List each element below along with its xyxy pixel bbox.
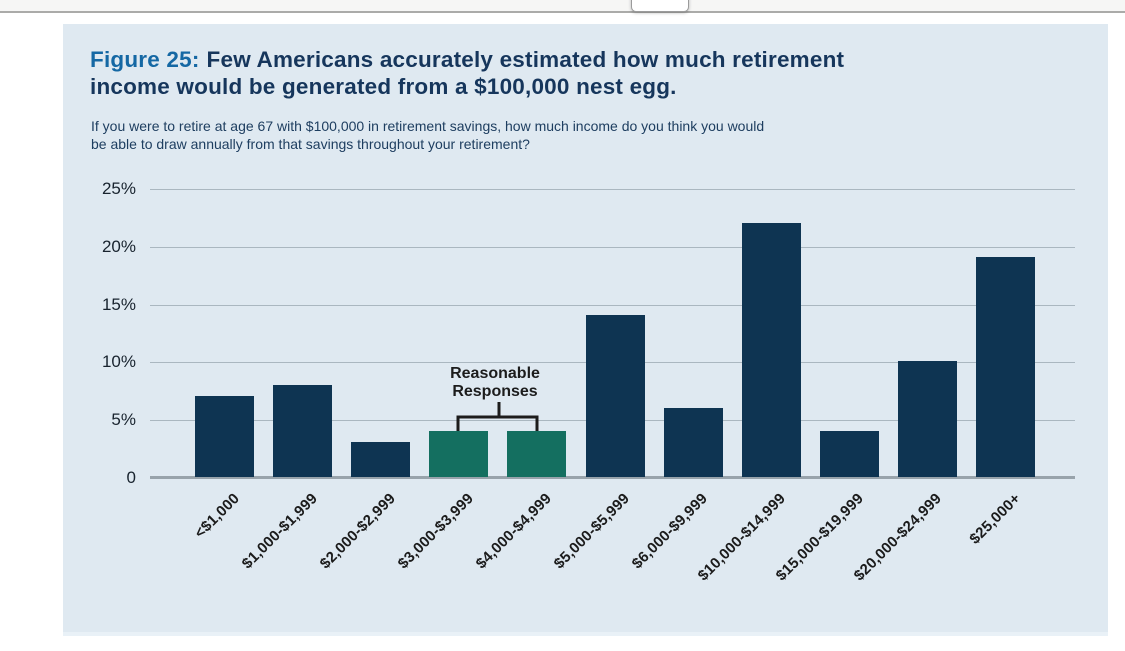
bar-highlighted <box>429 430 489 477</box>
figure-number: Figure 25: <box>90 47 200 72</box>
figure-subtitle-line1: If you were to retire at age 67 with $10… <box>91 118 765 134</box>
gridline <box>150 304 1075 306</box>
y-tick-label: 15% <box>101 294 136 314</box>
x-axis-label: $1,000-$1,999 <box>238 490 321 573</box>
top-toolbar <box>0 0 1125 13</box>
x-axis-label: $20,000-$24,999 <box>851 490 946 585</box>
y-tick-label: 20% <box>101 236 136 256</box>
toolbar-button[interactable] <box>631 0 689 12</box>
y-tick-label: 10% <box>101 352 136 372</box>
y-tick-label: 5% <box>111 410 136 430</box>
y-tick-label: 0 <box>126 468 136 487</box>
bar <box>273 384 333 477</box>
x-axis-label: $3,000-$3,999 <box>394 490 477 573</box>
annotation-label: Reasonable Responses <box>450 365 540 400</box>
bar-highlighted <box>507 430 567 477</box>
x-axis-label: $25,000+ <box>965 490 1024 548</box>
plot-area: Reasonable Responses 0 5% 10% 15% 20% 25% <$1,… <box>102 179 1075 584</box>
figure-title-text2: income would be generated from a $100,00… <box>90 74 677 99</box>
x-axis-label: $6,000-$9,999 <box>628 490 712 573</box>
gridline <box>150 246 1075 248</box>
figure-subtitle-line2: be able to draw annually from that savin… <box>91 135 530 152</box>
bar <box>897 361 957 477</box>
x-axis-label: $15,000-$19,999 <box>772 490 868 585</box>
x-axis-label: $10,000-$14,999 <box>694 490 790 585</box>
bar <box>741 222 801 477</box>
figure-title: Figure 25: Few Americans accurately estim… <box>90 46 1050 100</box>
bar <box>585 315 645 477</box>
x-axis-label: <$1,000 <box>190 490 243 542</box>
figure-title-text1: Few Americans accurately estimated how m… <box>206 47 845 72</box>
figure-title-line1: Figure 25: Few Americans accurately estim… <box>90 46 1050 73</box>
y-tick-label: 25% <box>101 179 136 198</box>
x-axis-label: $4,000-$4,999 <box>472 490 555 573</box>
bar <box>351 442 411 477</box>
x-axis-label: $2,000-$2,999 <box>316 490 399 573</box>
x-axis-line <box>150 476 1075 479</box>
gridline <box>150 189 1075 190</box>
x-axis-label: $5,000-$5,999 <box>550 490 634 573</box>
bar <box>663 407 723 477</box>
figure-panel: Figure 25: Few Americans accurately estim… <box>63 24 1108 636</box>
bar <box>195 396 254 477</box>
bar <box>976 257 1035 477</box>
figure-subtitle: If you were to retire at age 67 with $10… <box>91 118 1011 153</box>
bar <box>819 430 879 477</box>
